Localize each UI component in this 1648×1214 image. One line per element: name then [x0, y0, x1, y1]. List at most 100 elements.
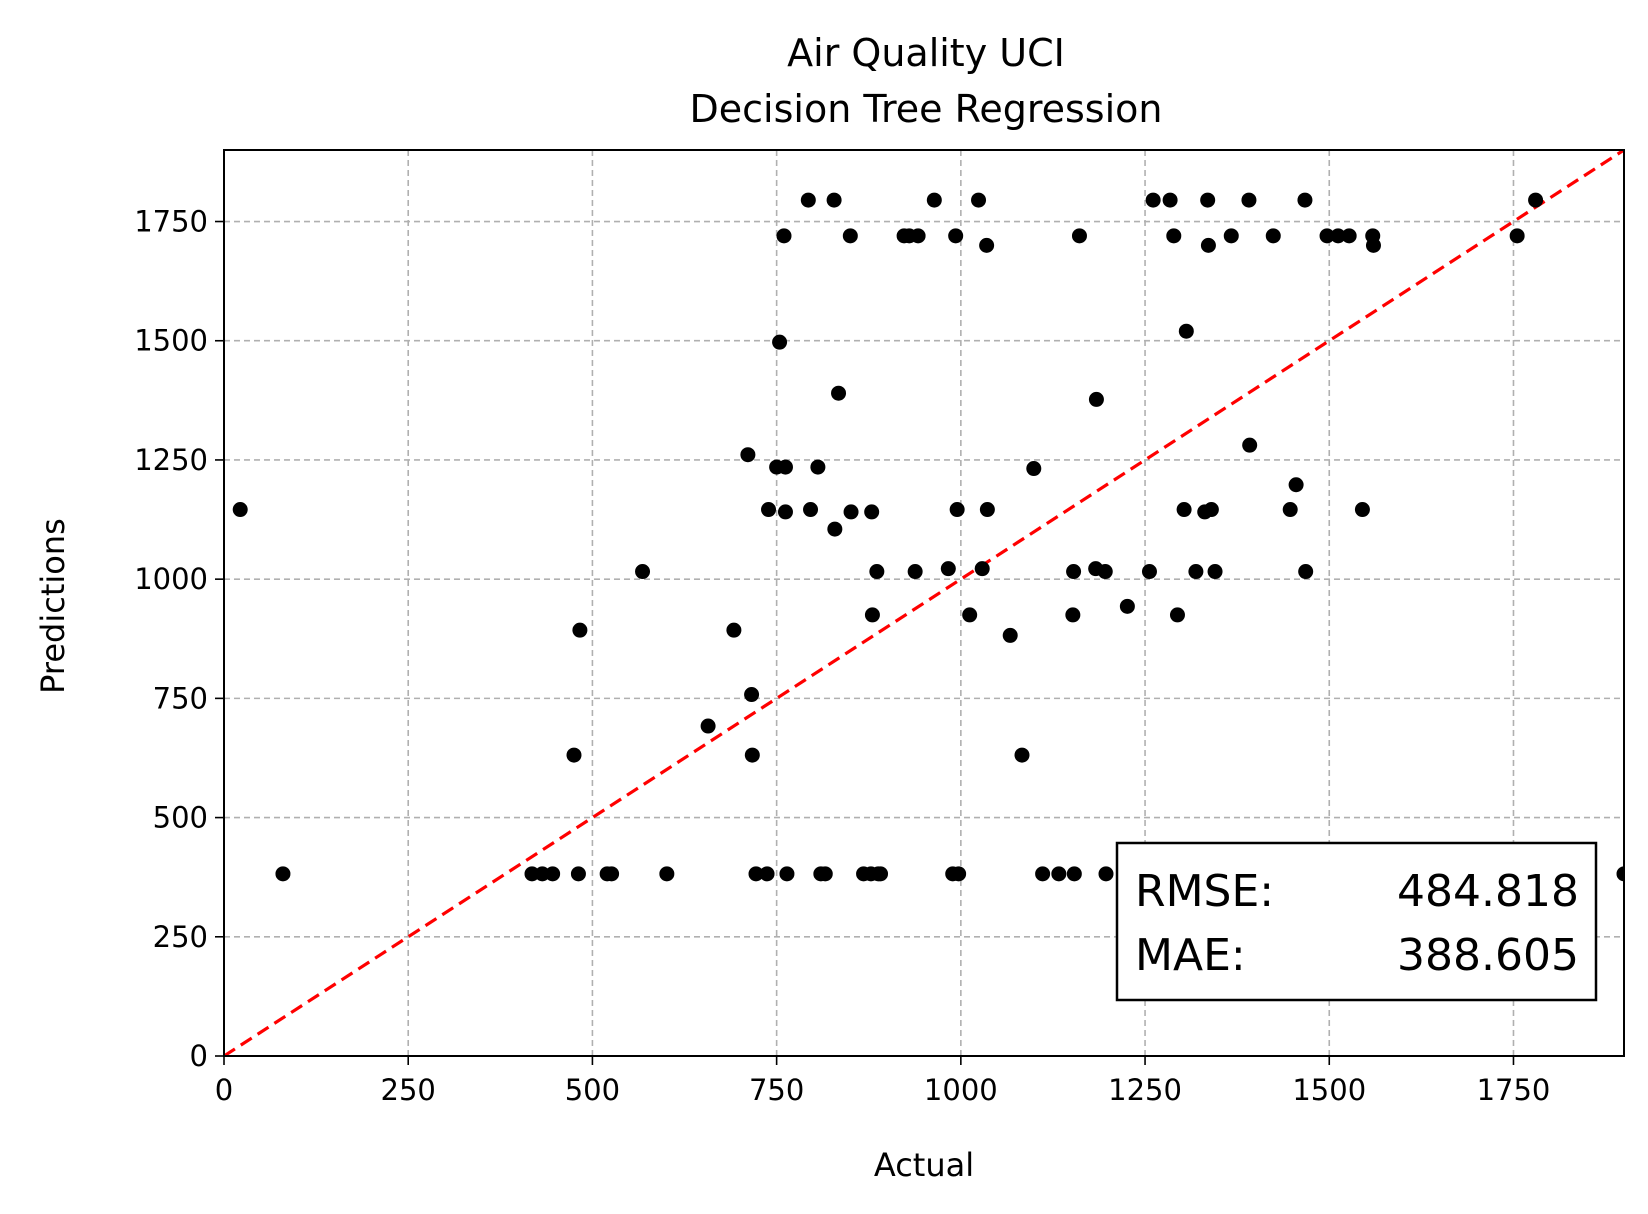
data-point: [843, 504, 859, 520]
data-point: [1014, 747, 1030, 763]
data-point: [777, 504, 793, 520]
data-point: [1141, 564, 1157, 580]
data-point: [635, 564, 651, 580]
data-point: [748, 866, 764, 882]
data-point: [744, 747, 760, 763]
data-point: [1176, 502, 1192, 518]
data-point: [948, 228, 964, 244]
data-point: [1097, 564, 1113, 580]
data-point: [803, 502, 819, 518]
data-point: [1166, 228, 1182, 244]
data-point: [759, 866, 775, 882]
data-point: [232, 502, 248, 518]
data-point: [869, 564, 885, 580]
data-point: [971, 192, 987, 208]
data-point: [1162, 192, 1178, 208]
data-point: [744, 687, 760, 703]
data-point: [1207, 564, 1223, 580]
data-point: [1330, 228, 1346, 244]
data-point: [761, 502, 777, 518]
data-point: [1223, 228, 1239, 244]
x-tick-label: 0: [215, 1073, 233, 1107]
data-point: [1178, 323, 1194, 339]
data-points: [232, 192, 1624, 882]
data-point: [1002, 627, 1018, 643]
x-tick-label: 1250: [1108, 1073, 1182, 1107]
data-point: [864, 607, 880, 623]
data-point: [1242, 437, 1258, 453]
rmse-label: RMSE:: [1135, 866, 1274, 917]
data-point: [1065, 607, 1081, 623]
data-point: [726, 622, 742, 638]
data-point: [1145, 192, 1161, 208]
data-point: [1341, 228, 1357, 244]
y-tick-label: 1500: [134, 324, 208, 358]
data-point: [907, 564, 923, 580]
data-point: [962, 607, 978, 623]
data-point: [1241, 192, 1257, 208]
data-point: [779, 866, 795, 882]
data-point: [1200, 237, 1216, 253]
data-point: [1119, 598, 1135, 614]
data-point: [810, 459, 826, 475]
data-point: [1297, 192, 1313, 208]
data-point: [926, 192, 942, 208]
data-point: [1354, 502, 1370, 518]
data-point: [1528, 192, 1544, 208]
grid-lines: [224, 150, 1624, 1056]
data-point: [800, 192, 816, 208]
y-tick-label: 250: [153, 920, 208, 954]
data-point: [1200, 192, 1216, 208]
data-point: [817, 866, 833, 882]
data-point: [1203, 502, 1219, 518]
data-point: [826, 192, 842, 208]
data-point: [275, 866, 291, 882]
x-tick-label: 1000: [924, 1073, 998, 1107]
data-point: [534, 866, 550, 882]
data-point: [1026, 461, 1042, 477]
y-axis-label: Predictions: [34, 518, 72, 694]
chart-subtitle: Decision Tree Regression: [690, 87, 1163, 131]
data-point: [974, 561, 990, 577]
data-point: [1071, 228, 1087, 244]
y-tick-label: 1000: [134, 562, 208, 596]
data-point: [1169, 607, 1185, 623]
x-tick-label: 500: [565, 1073, 620, 1107]
data-point: [1282, 502, 1298, 518]
data-point: [949, 502, 965, 518]
data-point: [873, 866, 889, 882]
data-point: [1288, 477, 1304, 493]
y-tick-label: 500: [153, 801, 208, 835]
data-point: [979, 237, 995, 253]
data-point: [566, 747, 582, 763]
data-point: [570, 866, 586, 882]
data-point: [831, 385, 847, 401]
plot-frame: [223, 149, 1625, 1057]
data-point: [700, 718, 716, 734]
data-point: [827, 521, 843, 537]
data-point: [864, 504, 880, 520]
y-tick-label: 750: [153, 681, 208, 715]
data-point: [1298, 564, 1314, 580]
x-tick-label: 750: [749, 1073, 804, 1107]
stats-box: RMSE: 484.818 MAE: 388.605: [1115, 841, 1598, 1002]
data-point: [772, 334, 788, 350]
x-tick-label: 1750: [1477, 1073, 1551, 1107]
data-point: [572, 622, 588, 638]
data-point: [776, 228, 792, 244]
x-axis-label: Actual: [874, 1146, 974, 1184]
data-point: [545, 866, 561, 882]
data-point: [1265, 228, 1281, 244]
data-point: [842, 228, 858, 244]
data-point: [1066, 564, 1082, 580]
data-point: [1051, 866, 1067, 882]
data-point: [1509, 228, 1525, 244]
chart-title: Air Quality UCI: [787, 31, 1065, 75]
data-point: [940, 561, 956, 577]
rmse-value: 484.818: [1397, 866, 1579, 917]
data-point: [951, 866, 967, 882]
data-point: [979, 502, 995, 518]
data-point: [1616, 866, 1624, 882]
data-point: [1035, 866, 1051, 882]
